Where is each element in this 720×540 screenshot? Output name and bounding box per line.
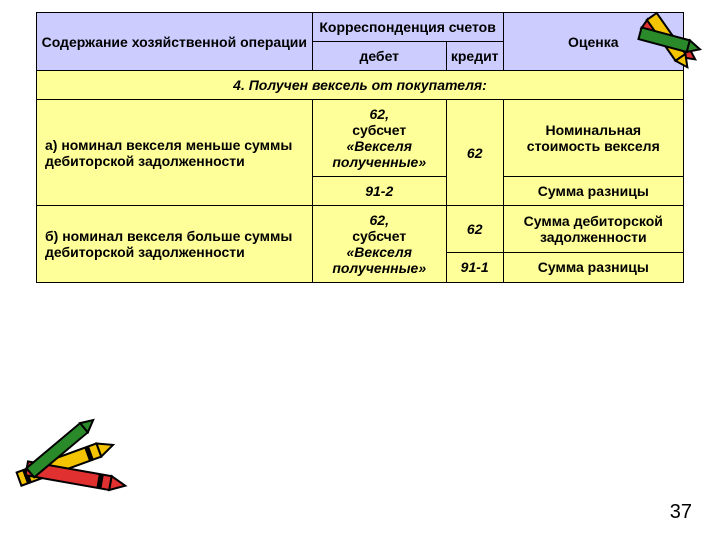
row-b-valuation-1: Сумма дебиторской задолженности [503,206,683,253]
row-a-debit-1: 62, субсчет «Векселя полученные» [312,100,446,177]
crayons-top-right-icon [624,0,714,86]
accounting-table-container: Содержание хозяйственной операции Коррес… [36,12,684,283]
row-b-debit-line3: «Векселя полученные» [332,244,426,276]
row-a-debit-1-line1: 62, [370,106,389,122]
accounting-table: Содержание хозяйственной операции Коррес… [36,12,684,283]
section-title: 4. Получен вексель от покупателя: [37,71,684,100]
row-a-credit: 62 [446,100,503,206]
row-a-valuation-2: Сумма разницы [503,177,683,206]
row-b-debit-line1: 62, [370,212,389,228]
row-b-label: б) номинал векселя больше суммы дебиторс… [37,206,313,283]
row-a-debit-2: 91-2 [312,177,446,206]
row-a-debit-1-line3: «Векселя полученные» [332,138,426,170]
col-header-correspondence: Корреспонденция счетов [312,13,503,42]
row-a-debit-1-line2: субсчет [352,122,406,138]
row-b-credit-1: 62 [446,206,503,253]
row-b-credit-2: 91-1 [446,252,503,282]
row-a-label: а) номинал векселя меньше суммы дебиторс… [37,100,313,206]
page-number: 37 [670,501,692,524]
row-a-valuation-1: Номинальная стоимость векселя [503,100,683,177]
col-header-debit: дебет [312,42,446,71]
row-b-valuation-2: Сумма разницы [503,252,683,282]
row-b-debit-line2: субсчет [352,228,406,244]
row-b-debit: 62, субсчет «Векселя полученные» [312,206,446,283]
col-header-credit: кредит [446,42,503,71]
crayons-bottom-left-icon [6,412,156,512]
col-header-operation: Содержание хозяйственной операции [37,13,313,71]
